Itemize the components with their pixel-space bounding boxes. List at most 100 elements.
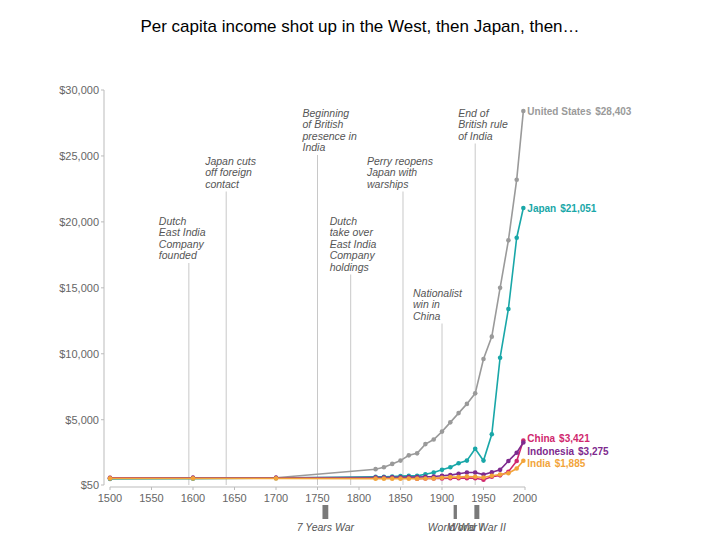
series-point: [407, 475, 412, 480]
annotation-text: holdings: [330, 261, 370, 273]
series-point: [440, 468, 445, 473]
series-point: [473, 474, 478, 479]
series-point: [108, 475, 113, 480]
series-point: [498, 468, 503, 473]
series-point: [423, 476, 428, 481]
chart: Per capita income shot up in the West, t…: [0, 0, 720, 540]
series-point: [407, 476, 412, 481]
series-point: [191, 475, 196, 480]
series-point: [456, 411, 461, 416]
series-point: [382, 476, 387, 481]
annotation-text: founded: [159, 249, 198, 261]
series-point: [465, 474, 470, 479]
period-label: World War II: [448, 521, 506, 533]
series-point: [456, 461, 461, 466]
series-point: [274, 476, 279, 481]
series-point: [456, 475, 461, 480]
series-point: [398, 475, 403, 480]
annotation-text: of India: [458, 130, 493, 142]
y-tick-label: $15,000: [59, 282, 99, 294]
y-tick-label: $20,000: [59, 216, 99, 228]
series-point: [481, 475, 486, 480]
series-point: [514, 459, 519, 464]
series-line: [110, 111, 523, 478]
series-point: [440, 429, 445, 434]
legend-name: China: [527, 433, 555, 444]
series-point: [490, 473, 495, 478]
annotation-text: Dutch: [159, 215, 187, 227]
y-tick: [101, 485, 104, 486]
x-tick: [193, 487, 194, 490]
series-point: [274, 476, 279, 481]
annotation-text: Perry reopens: [367, 155, 434, 167]
series-point: [108, 475, 113, 480]
annotation-text: British rule: [458, 118, 508, 130]
y-tick-label: $50: [81, 479, 99, 491]
series-point: [481, 357, 486, 362]
series-point: [490, 334, 495, 339]
series-point: [521, 440, 526, 445]
annotation-text: off foreign: [205, 166, 252, 178]
annotation-text: presence in: [302, 130, 357, 142]
series-point: [514, 466, 519, 471]
series-point: [481, 458, 486, 463]
series-point: [448, 420, 453, 425]
annotation-text: Company: [159, 238, 205, 250]
value-label: $1,885: [555, 458, 586, 469]
annotation-text: End of: [458, 107, 489, 119]
series-point: [498, 355, 503, 360]
legend-name: Indonesia: [527, 446, 574, 457]
series-point: [514, 235, 519, 240]
annotation-line: [188, 263, 189, 485]
series-point: [373, 475, 378, 480]
y-tick: [101, 155, 104, 156]
series-point: [423, 442, 428, 447]
x-tick-label: 1900: [430, 492, 454, 504]
series-end-label: United States$28,403: [527, 106, 631, 117]
series-point: [498, 286, 503, 291]
series-point: [440, 475, 445, 480]
series-point: [191, 475, 196, 480]
series-point: [473, 470, 478, 475]
x-tick: [400, 487, 401, 490]
series-point: [448, 475, 453, 480]
series-point: [521, 206, 526, 211]
end-labels: United States$28,403Japan$21,051China$3,…: [527, 106, 631, 469]
y-tick: [101, 287, 104, 288]
x-tick: [110, 487, 111, 490]
period-bar: [454, 505, 457, 519]
x-tick-label: 1850: [388, 492, 412, 504]
value-label: $28,403: [595, 106, 632, 117]
annotation-text: take over: [330, 226, 374, 238]
series-point: [398, 476, 403, 481]
x-tick-label: 1550: [139, 492, 163, 504]
x-tick: [234, 487, 235, 490]
x-tick-label: 1750: [305, 492, 329, 504]
series-point: [382, 475, 387, 480]
data-group: [108, 109, 526, 482]
series-end-label: India$1,885: [527, 458, 585, 469]
series-point: [390, 462, 395, 467]
series-line: [110, 441, 523, 480]
annotation-text: Japan cuts: [204, 155, 257, 167]
series-point: [191, 475, 196, 480]
series-end-label: Japan$21,051: [527, 203, 596, 214]
annotation-text: East India: [159, 226, 206, 238]
annotation-line: [350, 275, 351, 486]
series-end-label: Indonesia$3,275: [527, 446, 609, 457]
series-point: [373, 476, 378, 481]
series-point: [423, 476, 428, 481]
chart-root: Per capita income shot up in the West, t…: [0, 0, 720, 540]
series-point: [373, 467, 378, 472]
annotation-text: of British: [303, 118, 344, 130]
x-tick-label: 1500: [98, 492, 122, 504]
series-point: [108, 476, 113, 481]
y-tick-label: $5,000: [65, 414, 99, 426]
series-point: [415, 476, 420, 481]
series-point: [521, 458, 526, 463]
series-point: [274, 475, 279, 480]
series-point: [465, 470, 470, 475]
series-point: [390, 476, 395, 481]
x-tick-label: 1800: [347, 492, 371, 504]
series-point: [191, 477, 196, 482]
